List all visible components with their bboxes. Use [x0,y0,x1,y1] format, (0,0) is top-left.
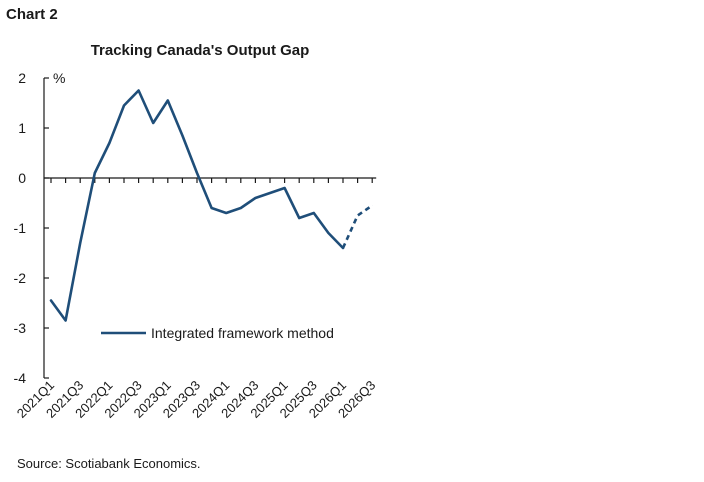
y-tick-label: 0 [18,170,26,186]
chart-axes: 210-1-2-3-4%2021Q12021Q32022Q12022Q32023… [14,70,379,421]
plot-area [49,89,373,322]
series-line-projection [341,204,373,249]
y-tick-label: 2 [18,70,26,86]
legend-label: Integrated framework method [151,325,334,341]
y-tick-label: -1 [14,220,27,236]
y-tick-label: -4 [14,370,27,386]
y-tick-label: -3 [14,320,27,336]
chart-title: Tracking Canada's Output Gap [90,42,310,59]
series-line-actual [49,89,345,322]
source-note: Source: Scotiabank Economics. [17,456,201,471]
y-tick-label: -2 [14,270,27,286]
chart-legend: Integrated framework method [101,325,334,341]
y-tick-label: 1 [18,120,26,136]
chart-number-label: Chart 2 [6,6,58,23]
y-axis-unit-label: % [53,70,65,86]
